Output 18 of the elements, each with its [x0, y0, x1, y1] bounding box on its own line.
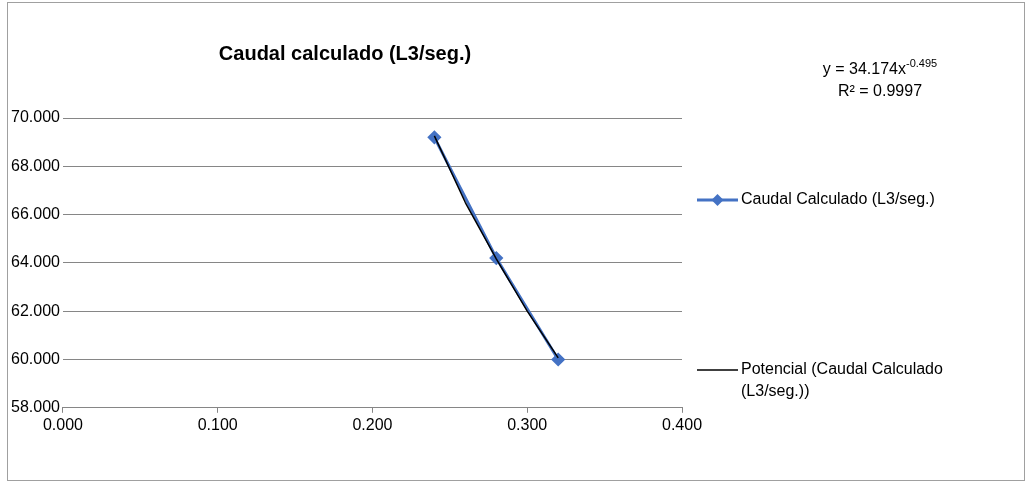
legend-label: Potencial (Caudal Calculado (L3/seg.)): [741, 360, 943, 400]
x-tick-label: 0.400: [661, 415, 703, 433]
y-tick-label: 60.000: [11, 349, 61, 367]
y-tick-label: 64.000: [11, 253, 61, 271]
legend-label: Caudal Calculado (L3/seg.): [741, 190, 935, 208]
y-tick-label: 70.000: [11, 108, 61, 126]
chart-title: Caudal calculado (L3/seg.): [218, 41, 472, 64]
y-tick-label: 62.000: [11, 301, 61, 319]
point: [551, 353, 565, 366]
x-tick-label: 0.200: [352, 415, 393, 433]
x-tick-label: 0.300: [507, 415, 548, 433]
x-tick-label: 0.000: [42, 415, 84, 433]
y-tick-label: 66.000: [11, 205, 61, 223]
y-tick-label: 58.000: [11, 398, 61, 416]
point: [427, 130, 441, 144]
x-tick-label: 0.100: [197, 415, 238, 433]
y-tick-label: 68.000: [11, 156, 61, 174]
text: R² = 0.9997: [837, 82, 923, 99]
